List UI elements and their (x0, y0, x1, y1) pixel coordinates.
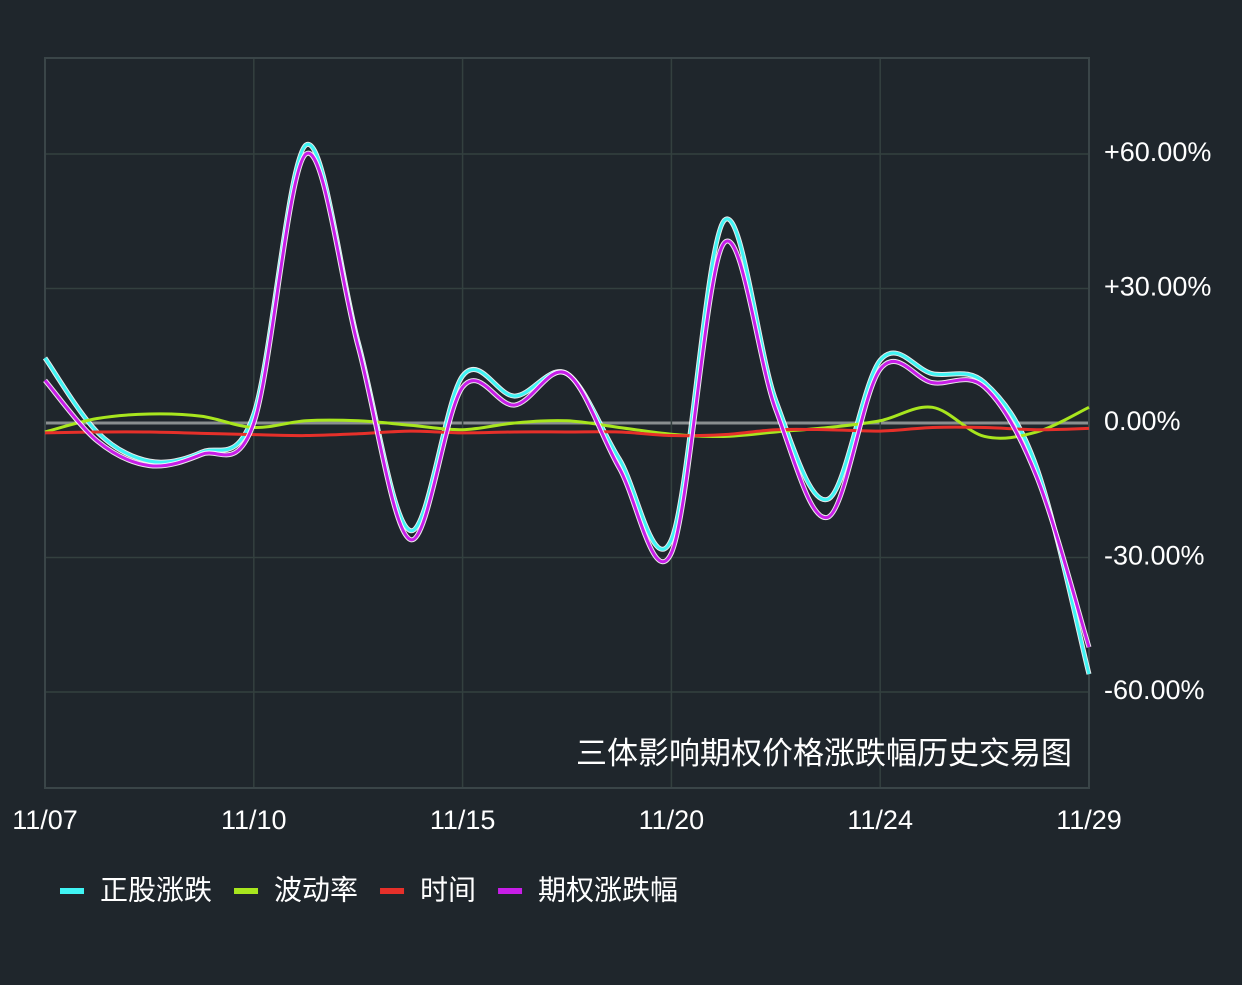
legend-label: 正股涨跌 (100, 874, 212, 905)
legend-swatch (380, 888, 405, 894)
lines (42, 142, 1092, 675)
series-line (44, 405, 1090, 440)
plot-frame (44, 57, 1090, 789)
labels: +60.00% +30.00% 0.00% -30.00% -60.00% 11/07 11… (12, 137, 1211, 905)
x-tick-label: 11/24 (847, 805, 913, 835)
legend-label: 期权涨跌幅 (538, 874, 678, 905)
series-line (43, 151, 1091, 648)
y-tick-label: +60.00% (1104, 137, 1211, 167)
series-line (44, 425, 1090, 438)
x-tick-label: 11/15 (430, 805, 496, 835)
x-tick-label: 11/20 (639, 805, 705, 835)
x-tick-label: 11/07 (12, 805, 78, 835)
legend-swatch (60, 888, 84, 894)
annotation: 三体影响期权价格涨跌幅历史交易图 (576, 736, 1072, 771)
y-tick-label: -60.00% (1104, 675, 1205, 705)
legend-label: 时间 (420, 874, 476, 905)
legend-swatch (234, 888, 259, 894)
y-tick-label: -30.00% (1104, 541, 1205, 571)
y-tick-label: 0.00% (1104, 406, 1181, 436)
legend-swatch (498, 888, 523, 894)
y-tick-label: +30.00% (1104, 272, 1211, 302)
x-tick-label: 11/10 (221, 805, 287, 835)
legend-label: 波动率 (274, 874, 358, 905)
x-tick-label: 11/29 (1056, 805, 1122, 835)
